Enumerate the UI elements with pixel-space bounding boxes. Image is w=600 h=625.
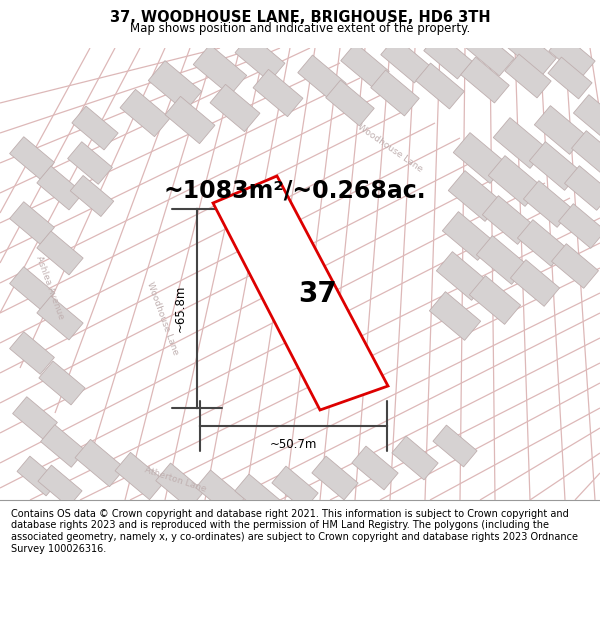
Polygon shape bbox=[10, 332, 55, 374]
Polygon shape bbox=[453, 132, 507, 183]
Polygon shape bbox=[535, 106, 586, 154]
Polygon shape bbox=[523, 181, 572, 228]
Polygon shape bbox=[341, 43, 389, 89]
Polygon shape bbox=[120, 89, 170, 137]
Text: Map shows position and indicative extent of the property.: Map shows position and indicative extent… bbox=[130, 21, 470, 34]
Polygon shape bbox=[10, 202, 55, 244]
Polygon shape bbox=[551, 244, 598, 288]
Text: 37, WOODHOUSE LANE, BRIGHOUSE, HD6 3TH: 37, WOODHOUSE LANE, BRIGHOUSE, HD6 3TH bbox=[110, 9, 490, 24]
Polygon shape bbox=[572, 131, 600, 175]
Polygon shape bbox=[476, 236, 527, 284]
Polygon shape bbox=[371, 70, 419, 116]
Polygon shape bbox=[466, 30, 514, 76]
Polygon shape bbox=[448, 171, 502, 221]
Polygon shape bbox=[559, 204, 600, 248]
Polygon shape bbox=[549, 34, 595, 78]
Polygon shape bbox=[488, 156, 542, 206]
Polygon shape bbox=[352, 446, 398, 490]
Text: Contains OS data © Crown copyright and database right 2021. This information is : Contains OS data © Crown copyright and d… bbox=[11, 509, 578, 554]
Polygon shape bbox=[213, 176, 388, 410]
Polygon shape bbox=[148, 61, 202, 111]
Polygon shape bbox=[115, 452, 165, 499]
Text: Atherton Lane: Atherton Lane bbox=[143, 466, 207, 494]
Polygon shape bbox=[70, 176, 114, 216]
Polygon shape bbox=[38, 465, 82, 507]
Polygon shape bbox=[430, 292, 481, 341]
Polygon shape bbox=[165, 96, 215, 144]
Polygon shape bbox=[75, 439, 125, 487]
Polygon shape bbox=[156, 463, 204, 509]
Polygon shape bbox=[39, 361, 85, 405]
Polygon shape bbox=[10, 267, 55, 309]
Polygon shape bbox=[493, 118, 547, 168]
Polygon shape bbox=[235, 474, 281, 518]
Polygon shape bbox=[548, 57, 592, 99]
Polygon shape bbox=[424, 33, 472, 79]
Polygon shape bbox=[37, 296, 83, 340]
Polygon shape bbox=[469, 276, 521, 324]
Polygon shape bbox=[529, 142, 581, 191]
Polygon shape bbox=[416, 63, 464, 109]
Polygon shape bbox=[381, 37, 429, 83]
Polygon shape bbox=[461, 57, 509, 103]
Polygon shape bbox=[210, 84, 260, 132]
Text: Ashlea Avenue: Ashlea Avenue bbox=[34, 255, 65, 321]
Polygon shape bbox=[511, 259, 560, 306]
Polygon shape bbox=[37, 231, 83, 275]
Text: Woodhouse Lane: Woodhouse Lane bbox=[146, 280, 181, 356]
Polygon shape bbox=[68, 142, 112, 184]
Polygon shape bbox=[574, 94, 600, 141]
Polygon shape bbox=[442, 212, 494, 261]
Text: 37: 37 bbox=[298, 280, 337, 308]
Polygon shape bbox=[37, 166, 83, 210]
Text: ~65.8m: ~65.8m bbox=[174, 285, 187, 332]
Polygon shape bbox=[436, 252, 488, 301]
Text: Woodhouse Lane: Woodhouse Lane bbox=[356, 122, 424, 174]
Polygon shape bbox=[392, 436, 438, 480]
Polygon shape bbox=[72, 106, 118, 150]
Polygon shape bbox=[505, 54, 551, 98]
Polygon shape bbox=[193, 44, 247, 96]
Polygon shape bbox=[482, 196, 533, 244]
Text: ~1083m²/~0.268ac.: ~1083m²/~0.268ac. bbox=[164, 178, 427, 202]
Text: ~50.7m: ~50.7m bbox=[270, 438, 317, 451]
Polygon shape bbox=[517, 219, 566, 266]
Polygon shape bbox=[196, 470, 244, 516]
Polygon shape bbox=[298, 55, 346, 101]
Polygon shape bbox=[10, 137, 55, 179]
Polygon shape bbox=[13, 397, 58, 439]
Polygon shape bbox=[272, 466, 318, 510]
Polygon shape bbox=[508, 30, 556, 76]
Polygon shape bbox=[17, 456, 59, 496]
Polygon shape bbox=[565, 166, 600, 210]
Polygon shape bbox=[235, 34, 285, 82]
Polygon shape bbox=[433, 425, 477, 467]
Polygon shape bbox=[41, 425, 85, 468]
Polygon shape bbox=[326, 80, 374, 126]
Polygon shape bbox=[253, 69, 303, 117]
Polygon shape bbox=[312, 456, 358, 500]
